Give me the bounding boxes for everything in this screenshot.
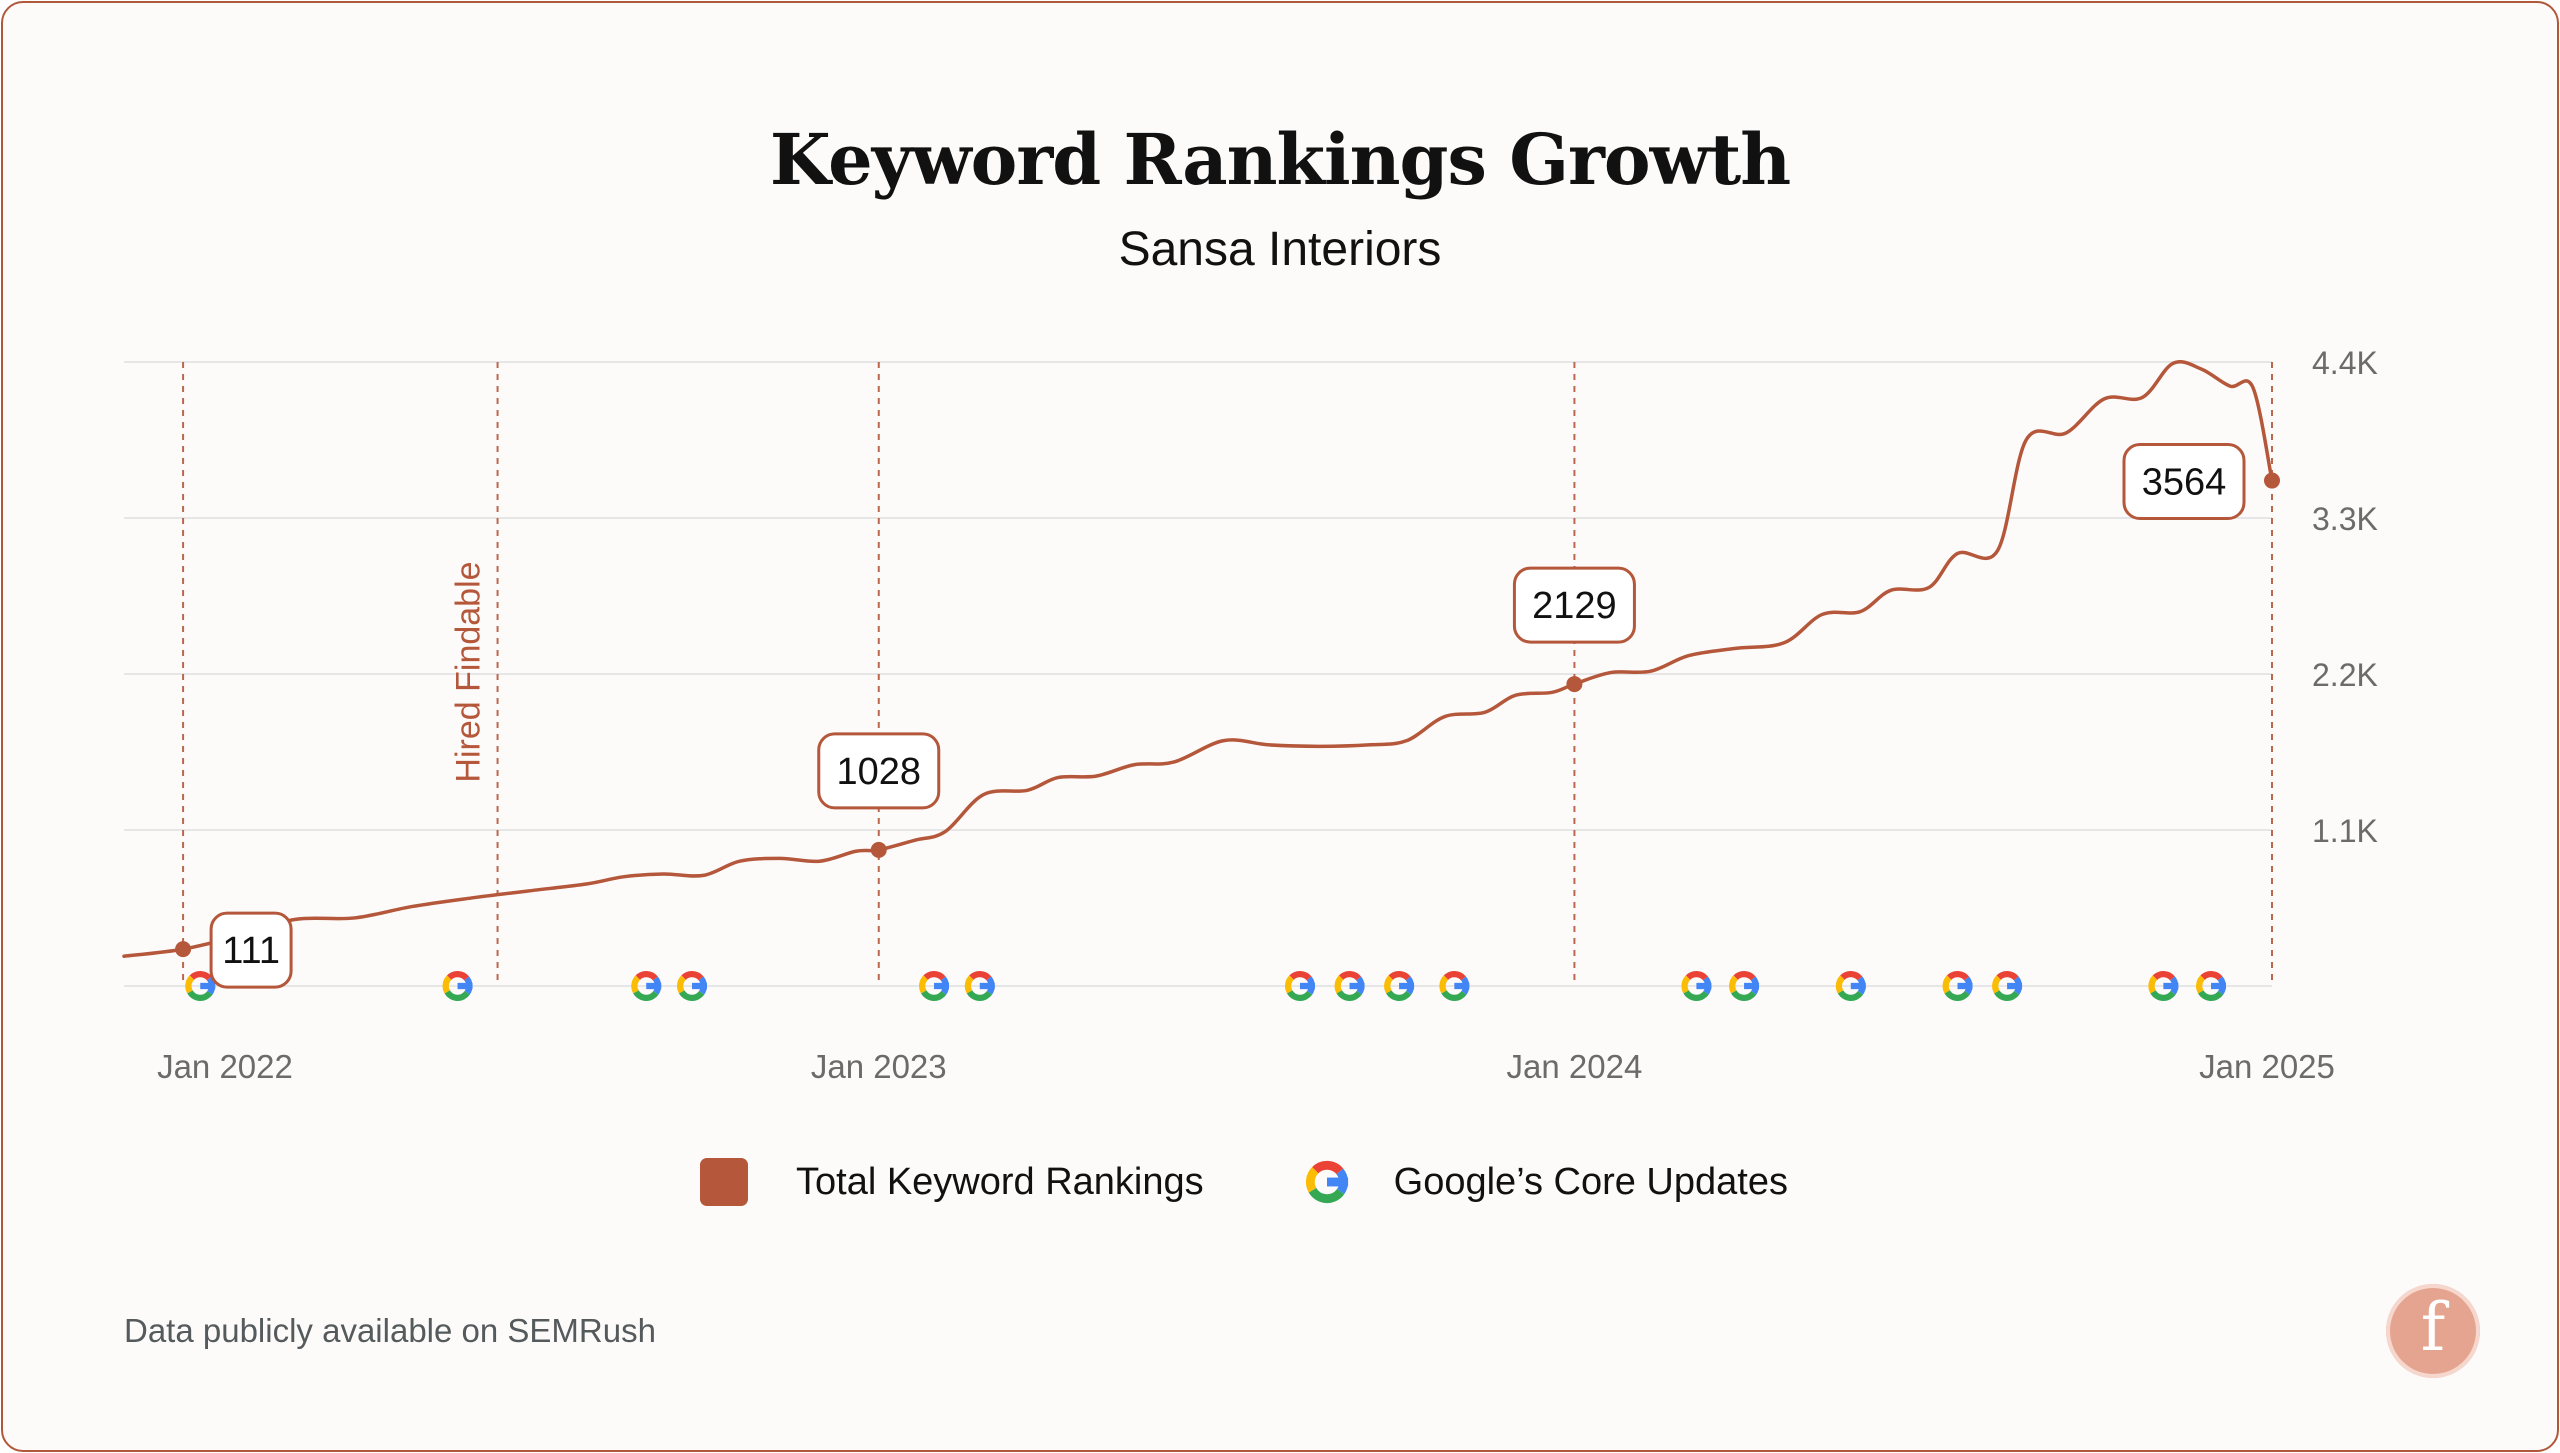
legend-label-keyword-rankings: Total Keyword Rankings bbox=[796, 1160, 1204, 1203]
chart-subtitle: Sansa Interiors bbox=[1118, 223, 1442, 276]
data-point-marker bbox=[2264, 472, 2280, 489]
google-g-icon bbox=[1992, 971, 2023, 1001]
point-label-value: 2129 bbox=[1532, 585, 1617, 627]
google-g-icon bbox=[1285, 971, 1315, 1001]
google-g-icon bbox=[1305, 1160, 1348, 1204]
x-tick-label: Jan 2022 bbox=[157, 1048, 293, 1085]
grid-lines bbox=[124, 361, 2272, 987]
point-label-box bbox=[209, 911, 293, 989]
brand-logo-letter: f bbox=[2420, 1289, 2446, 1366]
google-g-icon bbox=[1439, 971, 1470, 1001]
y-tick-label: 3.3K bbox=[2312, 501, 2378, 537]
core-update-markers bbox=[185, 971, 2227, 1001]
legend-label-core-updates: Google’s Core Updates bbox=[1393, 1160, 1788, 1203]
legend: Total Keyword Rankings Google’s Core Upd… bbox=[700, 1158, 1788, 1206]
google-g-icon bbox=[2196, 971, 2227, 1001]
google-g-icon bbox=[1942, 971, 1973, 1001]
google-g-icon bbox=[442, 971, 473, 1001]
series-layer bbox=[122, 360, 2274, 958]
data-point-marker bbox=[175, 941, 192, 958]
google-g-icon bbox=[1384, 971, 1415, 1001]
point-label-value: 111 bbox=[222, 930, 280, 972]
y-tick-label: 4.4K bbox=[2312, 345, 2378, 381]
axis-labels: 1.1K 2.2K 3.3K 4.4K Jan 2022 Jan 2023 Jan 2024… bbox=[157, 345, 2378, 1085]
y-tick-label: 1.1K bbox=[2312, 813, 2378, 849]
google-g-icon bbox=[1729, 971, 1760, 1001]
data-point-marker bbox=[1566, 676, 1583, 693]
google-g-icon bbox=[919, 971, 950, 1001]
data-point-marker bbox=[870, 841, 887, 858]
google-g-icon bbox=[1681, 971, 1712, 1001]
legend-google-g-glyph bbox=[1305, 1160, 1348, 1204]
x-tick-label: Jan 2025 bbox=[2199, 1048, 2335, 1085]
legend-swatch-keyword-rankings bbox=[700, 1158, 748, 1206]
point-label-value: 3564 bbox=[2142, 462, 2227, 504]
google-g-icon bbox=[1835, 971, 1866, 1001]
x-tick-label: Jan 2024 bbox=[1507, 1048, 1643, 1085]
annotation-label: Hired Findable bbox=[450, 561, 488, 782]
data-source-footnote: Data publicly available on SEMRush bbox=[124, 1312, 656, 1349]
brand-logo: f bbox=[2386, 1284, 2480, 1378]
google-g-icon bbox=[677, 971, 707, 1001]
google-g-icon bbox=[964, 971, 995, 1001]
point-label-box bbox=[1512, 566, 1636, 644]
google-g-icon bbox=[2148, 971, 2179, 1001]
point-labels: 111 1028 2129 3564 bbox=[175, 443, 2280, 989]
point-label-box bbox=[2122, 443, 2246, 521]
google-g-icon bbox=[185, 971, 216, 1001]
chart-title: Keyword Rankings Growth bbox=[769, 118, 1791, 201]
y-tick-label: 2.2K bbox=[2312, 657, 2378, 693]
marker-lines: Hired Findable bbox=[182, 362, 2273, 986]
point-label-box bbox=[817, 732, 941, 810]
x-tick-label: Jan 2023 bbox=[811, 1048, 947, 1085]
google-g-icon bbox=[1334, 971, 1365, 1001]
google-g-icon bbox=[631, 971, 662, 1001]
series-line-total-keyword-rankings bbox=[122, 360, 2274, 958]
point-label-value: 1028 bbox=[836, 751, 921, 793]
